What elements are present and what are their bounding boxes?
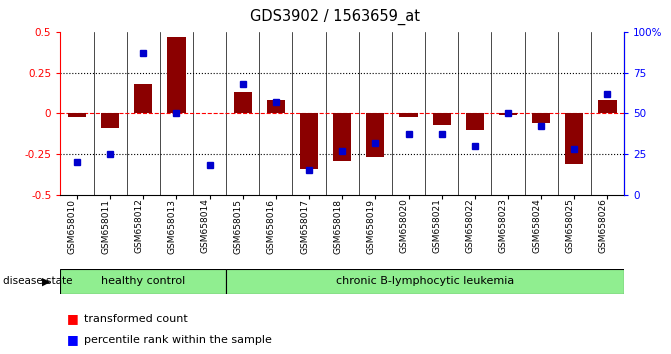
Bar [68,113,86,116]
Text: GSM658020: GSM658020 [399,199,409,253]
Text: GSM658022: GSM658022 [466,199,475,253]
Text: GSM658013: GSM658013 [168,199,176,253]
Text: ▶: ▶ [42,276,50,286]
Text: GSM658021: GSM658021 [433,199,442,253]
Text: GSM658016: GSM658016 [267,199,276,253]
Text: GSM658010: GSM658010 [68,199,77,253]
Text: GSM658017: GSM658017 [300,199,309,253]
Bar [267,100,285,113]
Text: ■: ■ [67,312,79,325]
Text: GSM658026: GSM658026 [599,199,607,253]
Bar [300,113,318,169]
Text: GSM658018: GSM658018 [333,199,342,253]
Text: GSM658023: GSM658023 [499,199,508,253]
Bar [466,113,484,130]
Text: GSM658011: GSM658011 [101,199,110,253]
Text: transformed count: transformed count [84,314,188,324]
Text: percentile rank within the sample: percentile rank within the sample [84,335,272,345]
Bar [433,113,451,125]
Bar [499,113,517,115]
Bar [234,92,252,113]
Bar [167,37,186,113]
Bar [532,113,550,123]
Text: chronic B-lymphocytic leukemia: chronic B-lymphocytic leukemia [336,276,514,286]
Text: GSM658024: GSM658024 [532,199,541,253]
Text: GSM658015: GSM658015 [234,199,243,253]
Bar [60,269,226,294]
Bar [599,100,617,113]
Text: GSM658025: GSM658025 [565,199,574,253]
Bar [399,113,417,116]
Bar [134,84,152,113]
Text: disease state: disease state [3,276,73,286]
Bar [101,113,119,128]
Text: GDS3902 / 1563659_at: GDS3902 / 1563659_at [250,9,421,25]
Text: ■: ■ [67,333,79,346]
Bar [565,113,583,164]
Bar [226,269,624,294]
Text: GSM658019: GSM658019 [366,199,375,253]
Bar [366,113,384,157]
Text: GSM658014: GSM658014 [201,199,209,253]
Text: GSM658012: GSM658012 [134,199,144,253]
Bar [333,113,352,160]
Text: healthy control: healthy control [101,276,185,286]
